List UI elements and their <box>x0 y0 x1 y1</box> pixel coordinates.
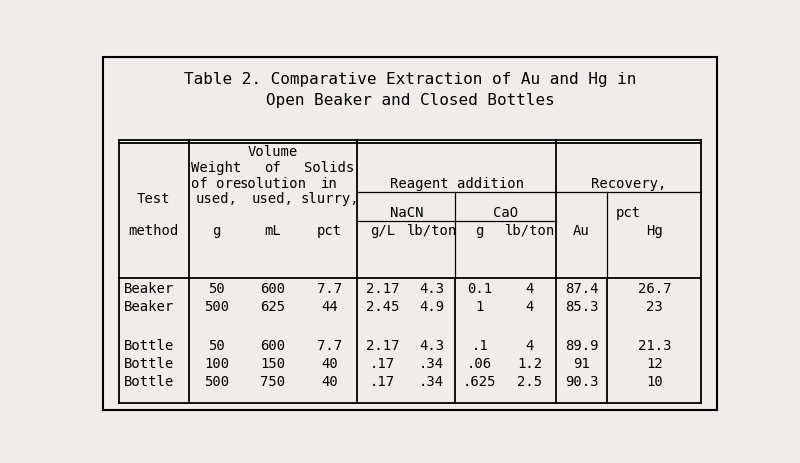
Text: used,: used, <box>196 192 238 206</box>
Text: .17: .17 <box>370 375 395 389</box>
Text: 2.45: 2.45 <box>366 300 399 314</box>
Text: .34: .34 <box>419 375 444 389</box>
Text: Hg: Hg <box>646 224 662 238</box>
Text: 7.7: 7.7 <box>317 282 342 296</box>
Text: 1.2: 1.2 <box>518 357 542 371</box>
Text: 21.3: 21.3 <box>638 339 671 353</box>
Text: Solids: Solids <box>304 161 354 175</box>
Text: Reagent addition: Reagent addition <box>390 177 523 191</box>
Text: .17: .17 <box>370 357 395 371</box>
Text: 40: 40 <box>321 375 338 389</box>
Text: 26.7: 26.7 <box>638 282 671 296</box>
Text: 4: 4 <box>526 300 534 314</box>
Text: 4.3: 4.3 <box>419 282 444 296</box>
Text: .625: .625 <box>463 375 497 389</box>
Text: in: in <box>321 177 338 191</box>
Text: g/L: g/L <box>370 224 395 238</box>
Text: .1: .1 <box>471 339 488 353</box>
Text: 1: 1 <box>475 300 484 314</box>
Text: 500: 500 <box>204 300 229 314</box>
Text: Open Beaker and Closed Bottles: Open Beaker and Closed Bottles <box>266 93 554 108</box>
Text: CaO: CaO <box>493 206 518 220</box>
Text: Volume: Volume <box>248 145 298 159</box>
Text: 4.3: 4.3 <box>419 339 444 353</box>
Text: pct: pct <box>616 206 641 220</box>
Text: 10: 10 <box>646 375 662 389</box>
Text: Test: Test <box>137 192 170 206</box>
Text: Au: Au <box>573 224 590 238</box>
Text: 2.17: 2.17 <box>366 282 399 296</box>
Text: 90.3: 90.3 <box>565 375 598 389</box>
Text: 4: 4 <box>526 339 534 353</box>
Text: Beaker: Beaker <box>123 300 174 314</box>
Text: 600: 600 <box>261 282 286 296</box>
Text: lb/ton: lb/ton <box>505 224 555 238</box>
Text: 150: 150 <box>261 357 286 371</box>
Text: mL: mL <box>265 224 282 238</box>
Text: 750: 750 <box>261 375 286 389</box>
Text: Beaker: Beaker <box>123 282 174 296</box>
Text: 4: 4 <box>526 282 534 296</box>
Text: lb/ton: lb/ton <box>406 224 457 238</box>
Text: 12: 12 <box>646 357 662 371</box>
Text: 91: 91 <box>573 357 590 371</box>
Text: 40: 40 <box>321 357 338 371</box>
Text: 600: 600 <box>261 339 286 353</box>
Text: 2.5: 2.5 <box>518 375 542 389</box>
Text: Recovery,: Recovery, <box>591 177 666 191</box>
Text: used,: used, <box>252 192 294 206</box>
Text: Bottle: Bottle <box>123 375 174 389</box>
Text: Table 2. Comparative Extraction of Au and Hg in: Table 2. Comparative Extraction of Au an… <box>184 72 636 87</box>
Text: 500: 500 <box>204 375 229 389</box>
Text: .34: .34 <box>419 357 444 371</box>
Text: 89.9: 89.9 <box>565 339 598 353</box>
Text: solution: solution <box>239 177 306 191</box>
Text: 4.9: 4.9 <box>419 300 444 314</box>
Text: 100: 100 <box>204 357 229 371</box>
Text: 50: 50 <box>208 282 225 296</box>
Text: of: of <box>265 161 282 175</box>
Text: 2.17: 2.17 <box>366 339 399 353</box>
Text: 23: 23 <box>646 300 662 314</box>
Text: 7.7: 7.7 <box>317 339 342 353</box>
Text: 50: 50 <box>208 339 225 353</box>
Text: NaCN: NaCN <box>390 206 423 220</box>
Text: Bottle: Bottle <box>123 357 174 371</box>
Text: 0.1: 0.1 <box>467 282 492 296</box>
Text: 85.3: 85.3 <box>565 300 598 314</box>
Text: slurry,: slurry, <box>300 192 358 206</box>
Text: pct: pct <box>317 224 342 238</box>
Text: g: g <box>475 224 484 238</box>
Text: 87.4: 87.4 <box>565 282 598 296</box>
Text: 625: 625 <box>261 300 286 314</box>
Text: g: g <box>212 224 221 238</box>
Text: .06: .06 <box>467 357 492 371</box>
Text: 44: 44 <box>321 300 338 314</box>
Text: Weight: Weight <box>191 161 242 175</box>
Text: Bottle: Bottle <box>123 339 174 353</box>
Text: method: method <box>129 224 178 238</box>
Text: of ore: of ore <box>191 177 242 191</box>
